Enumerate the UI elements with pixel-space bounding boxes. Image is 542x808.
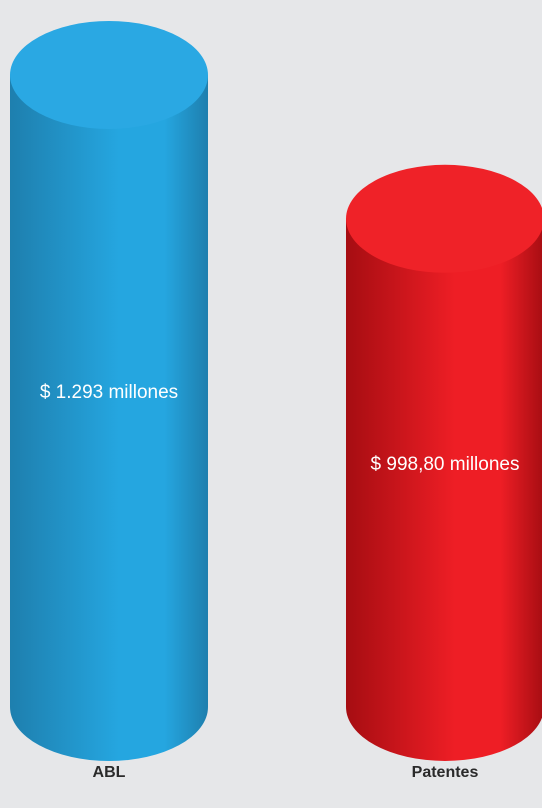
- category-label-abl: ABL: [93, 764, 126, 781]
- cylinder-bar-patentes: $ 998,80 millones Patentes: [346, 164, 542, 781]
- cylinder-bar-abl: $ 1.293 millones ABL: [10, 21, 208, 781]
- category-label-patentes: Patentes: [412, 764, 479, 781]
- value-label-patentes: $ 998,80 millones: [371, 454, 520, 475]
- bar-body-abl: [10, 75, 208, 761]
- value-label-abl: $ 1.293 millones: [40, 382, 178, 403]
- bar-top-patentes: [346, 164, 542, 273]
- bar-body-patentes: [346, 218, 542, 761]
- bar-top-abl: [10, 21, 208, 129]
